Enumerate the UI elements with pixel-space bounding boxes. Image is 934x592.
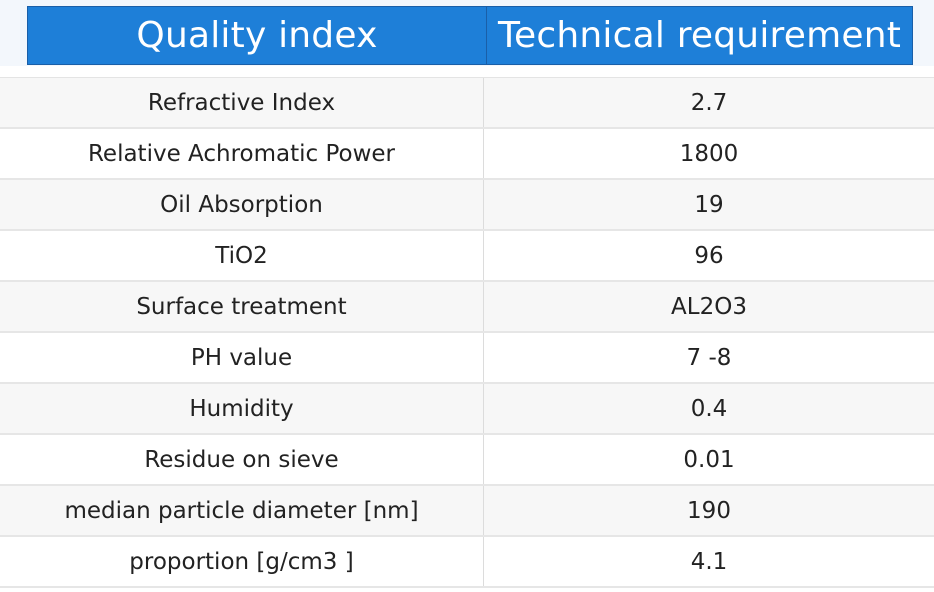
quality-index-cell: Oil Absorption xyxy=(0,180,484,229)
table-row: proportion [g/cm3 ] 4.1 xyxy=(0,537,934,588)
table-row: median particle diameter [nm] 190 xyxy=(0,486,934,537)
table-row: Refractive Index 2.7 xyxy=(0,78,934,129)
table-row: Oil Absorption 19 xyxy=(0,180,934,231)
header-technical-requirement: Technical requirement xyxy=(487,7,912,64)
requirement-cell: 190 xyxy=(687,497,731,524)
requirement-cell: 7 -8 xyxy=(686,344,732,371)
requirement-cell: 96 xyxy=(694,242,724,269)
table-row: Residue on sieve 0.01 xyxy=(0,435,934,486)
quality-index-cell: TiO2 xyxy=(0,231,484,280)
spec-table-body: Refractive Index 2.7 Relative Achromatic… xyxy=(0,77,934,588)
requirement-cell: 0.01 xyxy=(683,446,735,473)
quality-index-cell: Surface treatment xyxy=(0,282,484,331)
quality-index-cell: PH value xyxy=(0,333,484,382)
header-quality-index: Quality index xyxy=(28,7,487,64)
requirement-cell: 4.1 xyxy=(690,548,728,575)
requirement-cell: 2.7 xyxy=(690,89,728,116)
requirement-cell: AL2O3 xyxy=(671,293,747,320)
quality-index-cell: proportion [g/cm3 ] xyxy=(0,537,484,586)
quality-index-cell: Refractive Index xyxy=(0,78,484,127)
requirement-cell: 1800 xyxy=(679,140,739,167)
quality-index-cell: Humidity xyxy=(0,384,484,433)
quality-index-cell: median particle diameter [nm] xyxy=(0,486,484,535)
table-row: Humidity 0.4 xyxy=(0,384,934,435)
requirement-cell: 19 xyxy=(694,191,724,218)
quality-index-cell: Relative Achromatic Power xyxy=(0,129,484,178)
table-header: Quality index Technical requirement xyxy=(27,6,913,65)
requirement-cell: 0.4 xyxy=(690,395,728,422)
table-row: PH value 7 -8 xyxy=(0,333,934,384)
quality-index-cell: Residue on sieve xyxy=(0,435,484,484)
table-row: Surface treatment AL2O3 xyxy=(0,282,934,333)
table-row: Relative Achromatic Power 1800 xyxy=(0,129,934,180)
table-row: TiO2 96 xyxy=(0,231,934,282)
